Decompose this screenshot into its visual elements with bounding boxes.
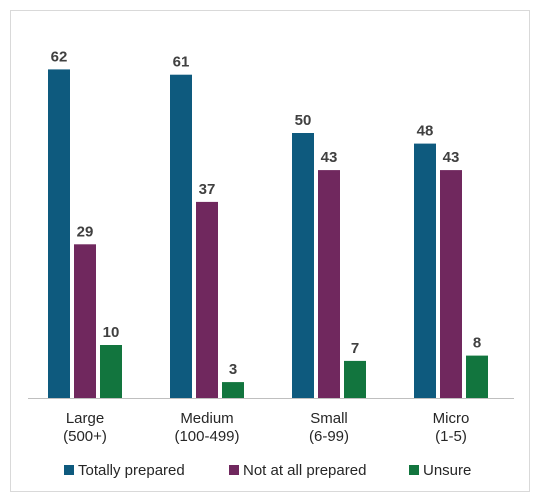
legend-swatch-not-at-all-prepared xyxy=(229,465,239,475)
value-label-totally-prepared-0: 62 xyxy=(51,48,68,65)
value-labels-group: 62 29 10 61 37 3 50 43 7 48 43 8 xyxy=(51,48,482,378)
legend-label-not-at-all-prepared: Not at all prepared xyxy=(243,462,366,479)
value-label-unsure-3: 8 xyxy=(473,335,481,352)
legend: Totally prepared Not at all prepared Unsur… xyxy=(64,462,471,479)
value-label-not-at-all-prepared-2: 43 xyxy=(321,149,338,166)
category-label-1: Medium (100-499) xyxy=(174,410,239,445)
bar-totally-prepared-1 xyxy=(170,74,192,398)
bar-totally-prepared-0 xyxy=(48,69,70,399)
category-label-line: (500+) xyxy=(63,428,107,445)
legend-swatch-totally-prepared xyxy=(64,465,74,475)
value-label-unsure-1: 3 xyxy=(229,361,237,378)
value-label-not-at-all-prepared-3: 43 xyxy=(443,149,460,166)
value-label-not-at-all-prepared-1: 37 xyxy=(199,181,216,198)
legend-swatch-unsure xyxy=(409,465,419,475)
legend-label-totally-prepared: Totally prepared xyxy=(78,462,185,479)
category-label-line: Medium xyxy=(180,410,233,427)
category-label-0: Large (500+) xyxy=(63,410,107,445)
value-label-totally-prepared-1: 61 xyxy=(173,54,190,71)
value-label-totally-prepared-2: 50 xyxy=(295,112,312,129)
legend-label-unsure: Unsure xyxy=(423,462,471,479)
category-label-line: Small xyxy=(310,410,348,427)
bar-unsure-2 xyxy=(344,360,366,398)
category-label-line: Large xyxy=(66,410,104,427)
value-label-not-at-all-prepared-0: 29 xyxy=(77,223,94,240)
category-label-line: (100-499) xyxy=(174,428,239,445)
category-label-2: Small (6-99) xyxy=(309,410,349,445)
value-label-totally-prepared-3: 48 xyxy=(417,123,434,140)
bar-not-at-all-prepared-2 xyxy=(318,170,340,398)
value-label-unsure-0: 10 xyxy=(103,324,120,341)
bar-not-at-all-prepared-3 xyxy=(440,170,462,398)
bar-not-at-all-prepared-1 xyxy=(196,201,218,398)
bar-totally-prepared-2 xyxy=(292,133,314,398)
bar-not-at-all-prepared-0 xyxy=(74,244,96,398)
category-label-line: (1-5) xyxy=(435,428,467,445)
bar-unsure-1 xyxy=(222,382,244,398)
category-label-3: Micro (1-5) xyxy=(433,410,470,445)
bar-unsure-3 xyxy=(466,355,488,398)
bars-group xyxy=(48,69,488,399)
value-label-unsure-2: 7 xyxy=(351,340,359,357)
category-labels-group: Large (500+) Medium (100-499) Small (6-99) Mic… xyxy=(63,410,469,445)
bar-unsure-0 xyxy=(100,345,122,398)
category-label-line: (6-99) xyxy=(309,428,349,445)
bar-totally-prepared-3 xyxy=(414,143,436,398)
category-label-line: Micro xyxy=(433,410,470,427)
